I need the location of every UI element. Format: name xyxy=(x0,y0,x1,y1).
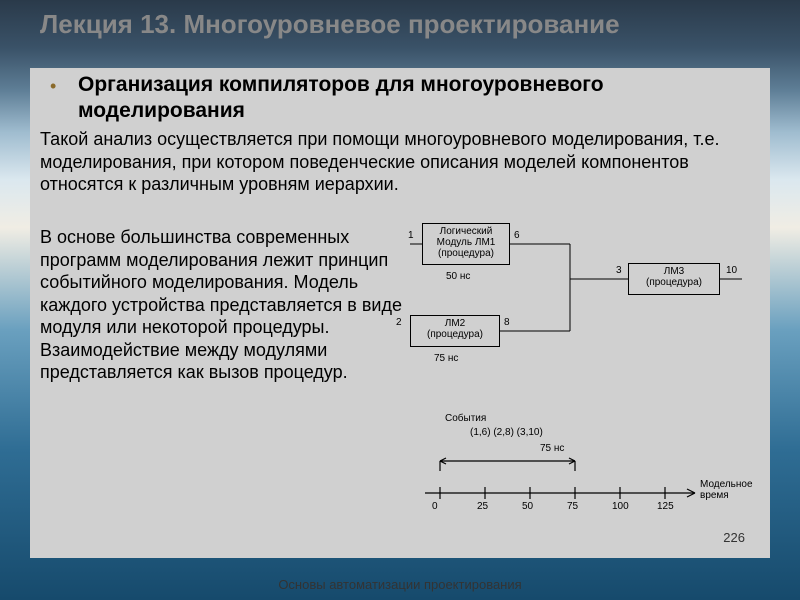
timeline-diagram: События (1,6) (2,8) (3,10) 75 нс Модельн… xyxy=(410,413,770,543)
tick-0: 0 xyxy=(432,501,438,512)
pin-6: 6 xyxy=(514,230,520,241)
module-lm1: ЛогическийМодуль ЛМ1(процедура) xyxy=(422,223,510,265)
sub-title: Организация компиляторов для многоуровне… xyxy=(78,72,678,125)
footer-text: Основы автоматизации проектирования xyxy=(0,577,800,592)
module-lm2: ЛМ2(процедура) xyxy=(410,315,500,347)
module-lm3: ЛМ3(процедура) xyxy=(628,263,720,295)
slide-root: Лекция 13. Многоуровневое проектирование… xyxy=(0,0,800,600)
pin-1: 1 xyxy=(408,230,414,241)
tick-25: 25 xyxy=(477,501,488,512)
title-text: Лекция 13. Многоуровневое проектирование xyxy=(40,10,760,39)
delay-lm1: 50 нс xyxy=(446,271,470,282)
timeline-svg xyxy=(410,413,770,543)
tick-100: 100 xyxy=(612,501,629,512)
slide-title: Лекция 13. Многоуровневое проектирование xyxy=(40,10,760,39)
tick-50: 50 xyxy=(522,501,533,512)
tick-125: 125 xyxy=(657,501,674,512)
content-box: • Организация компиляторов для многоуров… xyxy=(30,68,770,558)
pin-8: 8 xyxy=(504,317,510,328)
page-number: 226 xyxy=(723,530,745,545)
block-diagram: ЛогическийМодуль ЛМ1(процедура) ЛМ2(проце… xyxy=(410,223,770,403)
paragraph-2: В основе большинства современных програм… xyxy=(40,226,430,384)
pin-10: 10 xyxy=(726,265,737,276)
tick-75: 75 xyxy=(567,501,578,512)
pin-2: 2 xyxy=(396,317,402,328)
bullet-icon: • xyxy=(50,76,56,97)
delay-lm2: 75 нс xyxy=(434,353,458,364)
pin-3: 3 xyxy=(616,265,622,276)
paragraph-1: Такой анализ осуществляется при помощи м… xyxy=(40,128,760,196)
